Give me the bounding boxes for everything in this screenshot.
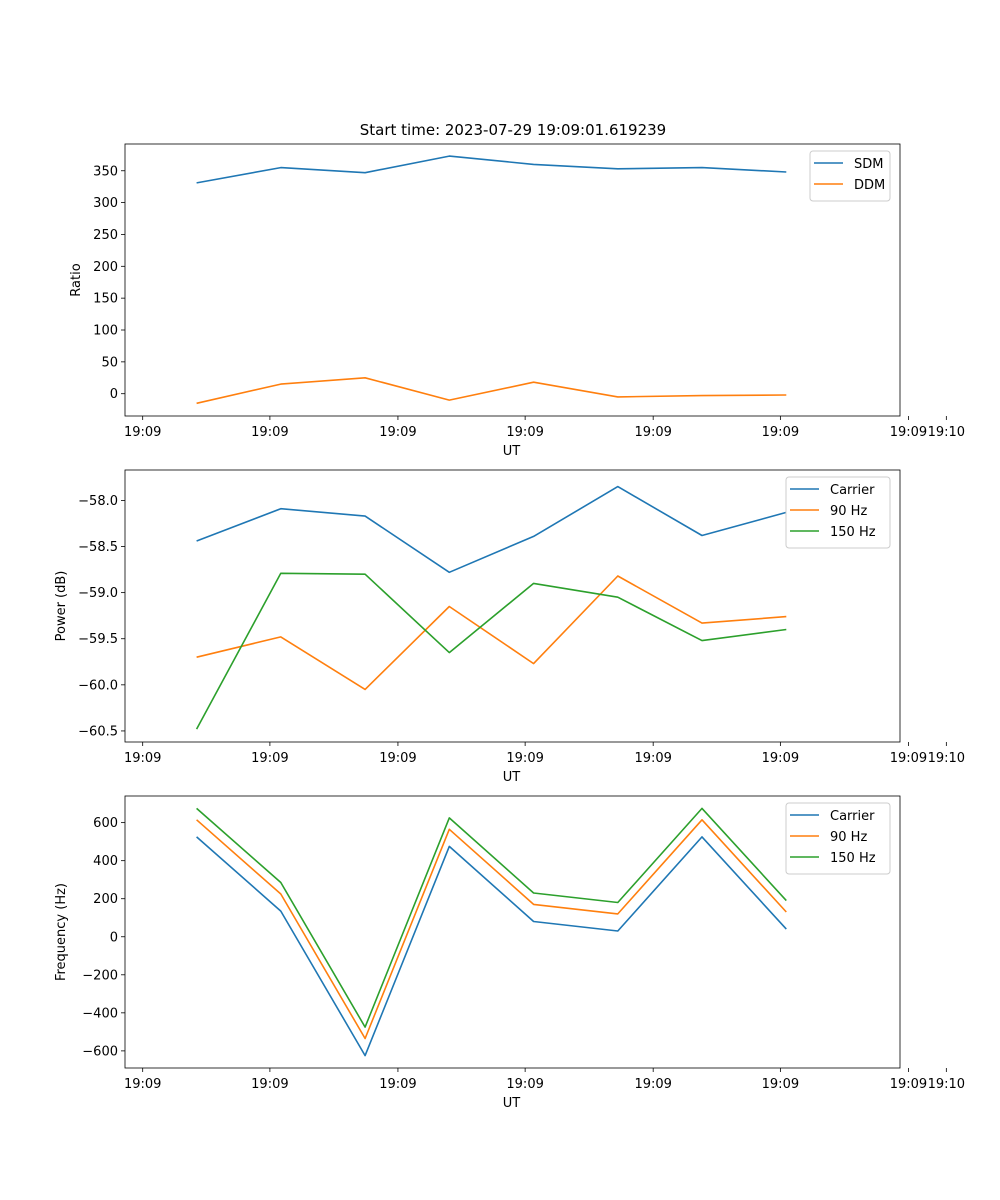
x-axis-label: UT	[503, 770, 521, 785]
x-tick-label: 19:09	[379, 425, 416, 440]
series-line-carrier	[196, 485, 787, 574]
y-tick-label: 250	[93, 228, 118, 243]
x-tick-label: 19:09	[634, 1077, 671, 1092]
y-tick-label: −400	[82, 1006, 118, 1021]
plot-frame	[124, 469, 901, 743]
legend-label: 150 Hz	[830, 851, 876, 866]
legend-label: SDM	[854, 157, 883, 172]
legend: Carrier 90 Hz 150 Hz	[785, 802, 891, 875]
x-tick-label: 19:09	[890, 425, 927, 440]
x-tick-label: 19:09	[251, 1077, 288, 1092]
x-tick-label: 19:09	[762, 751, 799, 766]
subplot-2: −60.5 −60.0 −59.5 −59.0 −58.5 −58.0 19:09 19:09…	[54, 469, 965, 785]
y-tick-label: −59.0	[78, 586, 118, 601]
x-tick-label: 19:09	[762, 1077, 799, 1092]
y-tick-label: 200	[93, 892, 118, 907]
y-tick-label: −59.5	[78, 632, 118, 647]
legend-label: 150 Hz	[830, 525, 876, 540]
y-tick-label: −200	[82, 968, 118, 983]
x-tick-label: 19:09	[762, 425, 799, 440]
y-tick-label: 100	[93, 324, 118, 339]
x-tick-label: 19:09	[506, 751, 543, 766]
x-tick-label: 19:09	[379, 1077, 416, 1092]
y-tick-label: −58.5	[78, 540, 118, 555]
series-line-150-hz	[196, 807, 787, 1028]
y-tick-label: 200	[93, 260, 118, 275]
y-tick-label: 600	[93, 816, 118, 831]
y-axis-label: Power (dB)	[54, 571, 69, 642]
x-tick-label: 19:09	[890, 1077, 927, 1092]
x-tick-label: 19:09	[634, 425, 671, 440]
y-axis-label: Ratio	[69, 263, 84, 296]
y-tick-label: 0	[110, 930, 118, 945]
plot-frame	[124, 143, 901, 417]
series-line-sdm	[196, 155, 787, 184]
legend-label: Carrier	[830, 483, 875, 498]
series-line-ddm	[196, 376, 787, 405]
y-tick-label: 150	[93, 292, 118, 307]
plot-frame	[124, 795, 901, 1069]
legend-label: DDM	[854, 178, 885, 193]
subplot-1: 0 50 100 150 200 250 300 350 19:09 19:09 19:09 19:0…	[69, 143, 965, 459]
x-axis-label: UT	[503, 444, 521, 459]
legend-label: 90 Hz	[830, 504, 867, 519]
x-tick-label: 19:09	[506, 1077, 543, 1092]
y-tick-label: 400	[93, 854, 118, 869]
x-axis-label: UT	[503, 1096, 521, 1111]
legend-label: 90 Hz	[830, 830, 867, 845]
legend-label: Carrier	[830, 809, 875, 824]
y-tick-label: 300	[93, 196, 118, 211]
chart-title: Start time: 2023-07-29 19:09:01.619239	[360, 121, 666, 139]
y-tick-label: −600	[82, 1044, 118, 1059]
series-line-carrier	[196, 836, 787, 1057]
x-tick-label: 19:09	[124, 425, 161, 440]
y-tick-label: −60.5	[78, 724, 118, 739]
x-tick-label: 19:09	[124, 1077, 161, 1092]
y-tick-label: 0	[110, 387, 118, 402]
x-tick-label: 19:09	[379, 751, 416, 766]
y-tick-label: −58.0	[78, 494, 118, 509]
series-line-150-hz	[195, 572, 787, 730]
x-tick-label: 19:10	[928, 1077, 965, 1092]
x-tick-label: 19:09	[124, 751, 161, 766]
x-tick-label: 19:10	[928, 425, 965, 440]
y-axis-label: Frequency (Hz)	[54, 883, 69, 981]
y-tick-label: −60.0	[78, 678, 118, 693]
x-tick-label: 19:09	[251, 425, 288, 440]
y-tick-label: 350	[93, 164, 118, 179]
series-line-90-hz	[196, 818, 787, 1040]
legend: SDM DDM	[809, 150, 891, 202]
legend: Carrier 90 Hz 150 Hz	[785, 476, 891, 549]
x-tick-label: 19:09	[890, 751, 927, 766]
x-tick-label: 19:09	[506, 425, 543, 440]
x-tick-label: 19:10	[928, 751, 965, 766]
x-tick-label: 19:09	[251, 751, 288, 766]
y-tick-label: 50	[101, 355, 118, 370]
series-line-90-hz	[196, 575, 787, 691]
x-tick-label: 19:09	[634, 751, 671, 766]
